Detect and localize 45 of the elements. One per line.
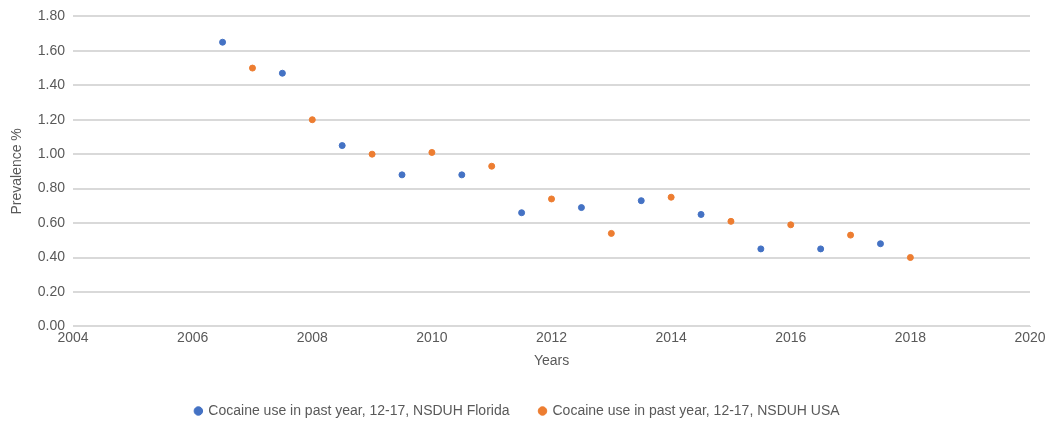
x-tick-label: 2014 [655, 328, 687, 345]
point [906, 254, 914, 262]
point [548, 195, 556, 203]
point [398, 171, 406, 179]
x-tick-label: 2012 [535, 328, 568, 345]
point [577, 204, 585, 212]
x-tick-label: 2008 [296, 328, 329, 345]
point [697, 210, 705, 218]
point [817, 245, 825, 253]
legend-label: Cocaine use in past year, 12-17, NSDUH USA [552, 401, 841, 418]
point [876, 240, 884, 248]
y-tick-label: 0.60 [37, 213, 66, 230]
point [338, 142, 346, 150]
legend-label: Cocaine use in past year, 12-17, NSDUH Florida [208, 401, 510, 418]
point [518, 209, 526, 217]
x-tick-label: 2006 [177, 328, 209, 345]
y-tick-label: 0.80 [37, 179, 66, 196]
point [278, 69, 286, 77]
point [787, 221, 795, 229]
x-tick-label: 2016 [775, 328, 807, 345]
y-tick-label: 1.60 [37, 41, 66, 58]
x-tick-label: 2020 [1014, 328, 1046, 345]
point [607, 229, 615, 237]
y-tick-label: 1.80 [37, 7, 66, 24]
x-tick-label: 2018 [894, 328, 927, 345]
point [488, 162, 496, 170]
point [428, 148, 436, 156]
point [757, 245, 765, 253]
y-tick-label: 0.20 [37, 282, 66, 299]
y-tick-label: 0.40 [37, 248, 66, 265]
point [458, 171, 466, 179]
x-tick-label: 2010 [416, 328, 448, 345]
x-axis-title: Years [533, 352, 570, 369]
point [248, 64, 256, 72]
y-tick-label: 1.00 [37, 145, 66, 162]
point [637, 197, 645, 205]
point [847, 231, 855, 239]
point [667, 193, 675, 201]
point [368, 150, 376, 158]
point [308, 116, 316, 124]
point [219, 38, 227, 46]
y-axis-title: Prevalence % [8, 128, 25, 215]
point [727, 217, 735, 225]
y-tick-label: 1.20 [37, 110, 66, 127]
y-tick-label: 1.40 [37, 76, 66, 93]
